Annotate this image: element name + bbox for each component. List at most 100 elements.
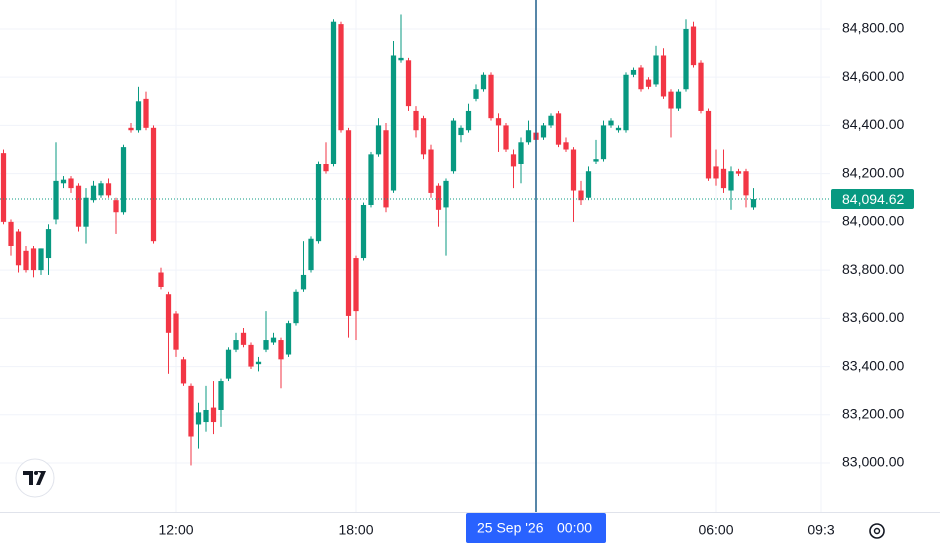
candle-body xyxy=(750,199,757,208)
candle-body xyxy=(653,55,659,85)
candle-body xyxy=(450,120,457,172)
candle-body xyxy=(368,154,374,205)
candle-body xyxy=(473,89,479,99)
x-tick-label: 06:00 xyxy=(698,522,733,538)
candle-body xyxy=(548,115,554,126)
candle-body xyxy=(45,229,52,259)
candle-body xyxy=(188,385,194,437)
candle-body xyxy=(383,130,389,208)
last-price-label: 84,094.62 xyxy=(842,191,904,207)
candle-body xyxy=(345,130,352,316)
candle-body xyxy=(173,313,179,350)
candle-body xyxy=(113,200,119,213)
candle-body xyxy=(8,221,14,246)
candle-body xyxy=(233,340,239,350)
y-tick-label: 83,400.00 xyxy=(842,357,904,373)
candle-body xyxy=(248,344,254,367)
candle-body xyxy=(240,332,247,345)
candle-body xyxy=(705,110,712,179)
candle-body xyxy=(278,340,284,360)
y-tick-label: 83,800.00 xyxy=(842,261,904,277)
candle-body xyxy=(143,98,149,128)
candle-body xyxy=(615,127,622,131)
candle-body xyxy=(263,340,269,350)
settings-button[interactable] xyxy=(869,523,885,539)
candle-body xyxy=(638,67,644,90)
crosshair-date: 25 Sep '26 xyxy=(477,520,544,536)
y-tick-label: 84,800.00 xyxy=(842,20,904,36)
candle-body xyxy=(660,55,667,97)
candle-body xyxy=(180,359,187,384)
y-tick-label: 84,000.00 xyxy=(842,213,904,229)
x-tick-label: 12:00 xyxy=(158,522,193,538)
candle-body xyxy=(315,163,322,242)
candle-body xyxy=(75,185,82,227)
candle-body xyxy=(668,91,674,109)
last-price-box xyxy=(831,189,914,210)
candle-body xyxy=(203,409,209,423)
candle-body xyxy=(38,248,44,271)
candle-body xyxy=(270,337,277,343)
candle-body xyxy=(563,142,569,150)
candle-body xyxy=(413,110,419,131)
candle-body xyxy=(398,57,404,61)
logo xyxy=(15,458,55,498)
candle-body xyxy=(728,171,734,191)
candle-body xyxy=(690,26,697,66)
candle-body xyxy=(540,125,547,138)
candle-body xyxy=(683,28,689,90)
candle-body xyxy=(285,323,292,355)
candle-body xyxy=(323,163,329,172)
candle-body xyxy=(458,127,464,136)
candle-body xyxy=(23,250,29,271)
candle-body xyxy=(0,153,7,222)
candle-body xyxy=(390,55,397,191)
x-tick-label: 09:3 xyxy=(807,522,834,538)
candle-body xyxy=(308,238,314,271)
candle-body xyxy=(255,361,262,365)
candle-body xyxy=(698,62,704,111)
candle-body xyxy=(30,248,37,271)
candle-body xyxy=(218,381,224,410)
candle-body xyxy=(593,159,599,162)
candle-body xyxy=(105,183,112,196)
candle-body xyxy=(150,127,157,242)
candle-body xyxy=(555,113,562,145)
candle-body xyxy=(623,74,629,131)
candle-body xyxy=(743,171,749,196)
candle-body xyxy=(300,274,307,290)
candle-body xyxy=(405,60,412,107)
y-tick-label: 84,200.00 xyxy=(842,164,904,180)
candle-body xyxy=(338,24,344,131)
candle-body xyxy=(60,179,67,184)
candle-body xyxy=(360,204,367,259)
y-tick-label: 83,200.00 xyxy=(842,406,904,422)
candle-body xyxy=(578,190,584,201)
candle-body xyxy=(645,79,652,87)
candle-body xyxy=(420,118,427,155)
candle-body xyxy=(735,171,742,174)
candle-body xyxy=(600,125,607,160)
candle-body xyxy=(608,120,614,126)
candle-body xyxy=(675,91,682,109)
candle-body xyxy=(480,74,487,90)
candle-body xyxy=(135,101,142,131)
candle-body xyxy=(443,180,449,208)
y-tick-label: 83,600.00 xyxy=(842,309,904,325)
candle-body xyxy=(53,180,59,220)
candle-body xyxy=(98,183,104,196)
candle-body xyxy=(488,74,494,119)
candle-body xyxy=(195,412,202,425)
candle-body xyxy=(68,178,74,189)
candle-body xyxy=(570,149,577,191)
candle-body xyxy=(158,272,164,287)
x-tick-label: 18:00 xyxy=(338,522,373,538)
candle-body xyxy=(353,258,359,312)
candle-body xyxy=(495,118,502,126)
candle-body xyxy=(503,125,509,150)
candle-body xyxy=(630,69,637,75)
candle-body xyxy=(120,147,127,213)
crosshair-time-box xyxy=(466,513,607,543)
